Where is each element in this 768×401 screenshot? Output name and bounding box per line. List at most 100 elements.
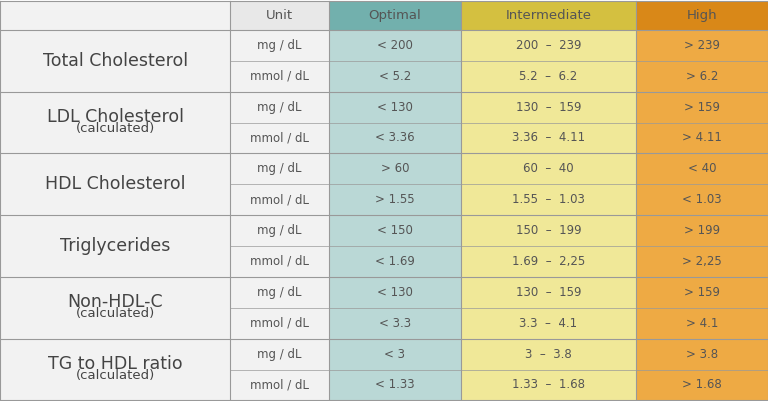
Bar — [461, 215, 636, 246]
Text: Triglycerides: Triglycerides — [60, 237, 170, 255]
Text: 5.2  –  6.2: 5.2 – 6.2 — [519, 70, 578, 83]
Bar — [329, 61, 461, 92]
Bar — [0, 30, 230, 92]
Text: Unit: Unit — [266, 9, 293, 22]
Bar — [230, 277, 329, 308]
Bar — [636, 308, 768, 339]
Text: < 3.36: < 3.36 — [375, 132, 415, 144]
Bar — [329, 308, 461, 339]
Text: < 130: < 130 — [377, 101, 412, 113]
Text: > 60: > 60 — [380, 162, 409, 175]
Bar — [636, 61, 768, 92]
Text: Non-HDL-C: Non-HDL-C — [68, 293, 163, 311]
Bar — [461, 184, 636, 215]
Bar — [230, 308, 329, 339]
Text: > 2,25: > 2,25 — [682, 255, 722, 268]
Bar — [461, 339, 636, 370]
Bar — [230, 246, 329, 277]
Text: < 3: < 3 — [384, 348, 406, 360]
Bar — [461, 370, 636, 401]
Bar — [230, 215, 329, 246]
Text: < 1.69: < 1.69 — [375, 255, 415, 268]
Bar — [0, 0, 230, 30]
Bar — [329, 0, 461, 30]
Bar — [230, 123, 329, 154]
Bar — [329, 123, 461, 154]
Text: < 150: < 150 — [377, 224, 412, 237]
Bar — [636, 370, 768, 401]
Bar — [329, 339, 461, 370]
Text: mmol / dL: mmol / dL — [250, 317, 309, 330]
Text: < 1.03: < 1.03 — [682, 193, 722, 206]
Bar — [636, 123, 768, 154]
Bar — [329, 92, 461, 123]
Text: 130  –  159: 130 – 159 — [515, 286, 581, 299]
Text: 60  –  40: 60 – 40 — [523, 162, 574, 175]
Bar — [230, 184, 329, 215]
Bar — [636, 215, 768, 246]
Text: > 159: > 159 — [684, 101, 720, 113]
Text: mmol / dL: mmol / dL — [250, 255, 309, 268]
Bar — [636, 154, 768, 184]
Bar — [461, 30, 636, 61]
Text: > 199: > 199 — [684, 224, 720, 237]
Text: 3.36  –  4.11: 3.36 – 4.11 — [511, 132, 585, 144]
Bar — [461, 61, 636, 92]
Bar — [461, 92, 636, 123]
Text: (calculated): (calculated) — [75, 369, 155, 382]
Bar — [461, 308, 636, 339]
Bar — [329, 277, 461, 308]
Bar — [461, 277, 636, 308]
Text: < 1.33: < 1.33 — [375, 379, 415, 391]
Text: 1.69  –  2,25: 1.69 – 2,25 — [511, 255, 585, 268]
Text: > 159: > 159 — [684, 286, 720, 299]
Text: TG to HDL ratio: TG to HDL ratio — [48, 355, 183, 373]
Text: 200  –  239: 200 – 239 — [515, 39, 581, 52]
Text: < 3.3: < 3.3 — [379, 317, 411, 330]
Text: 3.3  –  4.1: 3.3 – 4.1 — [519, 317, 578, 330]
Text: mmol / dL: mmol / dL — [250, 70, 309, 83]
Text: mg / dL: mg / dL — [257, 39, 302, 52]
Bar — [636, 0, 768, 30]
Bar — [329, 370, 461, 401]
Text: mmol / dL: mmol / dL — [250, 379, 309, 391]
Text: < 40: < 40 — [687, 162, 717, 175]
Bar — [636, 184, 768, 215]
Text: > 1.55: > 1.55 — [375, 193, 415, 206]
Bar — [230, 339, 329, 370]
Text: < 5.2: < 5.2 — [379, 70, 411, 83]
Bar — [461, 0, 636, 30]
Text: 1.33  –  1.68: 1.33 – 1.68 — [511, 379, 585, 391]
Bar — [461, 154, 636, 184]
Text: 1.55  –  1.03: 1.55 – 1.03 — [512, 193, 584, 206]
Bar — [0, 215, 230, 277]
Bar — [636, 92, 768, 123]
Text: (calculated): (calculated) — [75, 308, 155, 320]
Bar — [230, 154, 329, 184]
Text: > 4.11: > 4.11 — [682, 132, 722, 144]
Text: High: High — [687, 9, 717, 22]
Bar — [0, 339, 230, 401]
Text: LDL Cholesterol: LDL Cholesterol — [47, 108, 184, 126]
Text: 150  –  199: 150 – 199 — [515, 224, 581, 237]
Bar — [230, 30, 329, 61]
Bar — [0, 92, 230, 154]
Bar — [329, 215, 461, 246]
Text: mg / dL: mg / dL — [257, 162, 302, 175]
Bar — [636, 277, 768, 308]
Text: > 4.1: > 4.1 — [686, 317, 718, 330]
Bar — [230, 0, 329, 30]
Bar — [636, 339, 768, 370]
Bar — [230, 61, 329, 92]
Bar — [636, 246, 768, 277]
Text: 130  –  159: 130 – 159 — [515, 101, 581, 113]
Text: HDL Cholesterol: HDL Cholesterol — [45, 175, 185, 193]
Bar — [636, 30, 768, 61]
Bar — [329, 154, 461, 184]
Text: > 239: > 239 — [684, 39, 720, 52]
Bar — [329, 30, 461, 61]
Bar — [329, 246, 461, 277]
Text: Intermediate: Intermediate — [505, 9, 591, 22]
Text: mg / dL: mg / dL — [257, 224, 302, 237]
Text: mg / dL: mg / dL — [257, 348, 302, 360]
